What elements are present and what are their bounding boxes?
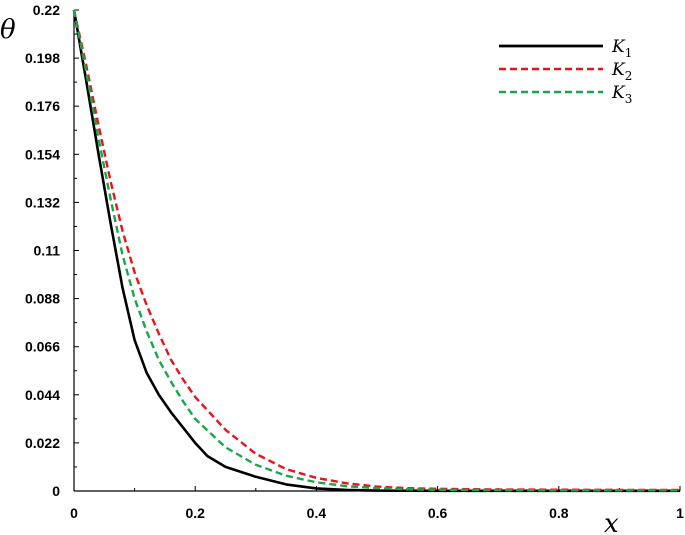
- legend-label-k2: K2: [611, 60, 632, 83]
- legend-label-k1: K1: [611, 37, 632, 60]
- y-tick-label: 0.11: [34, 243, 61, 259]
- legend-label-k3: K3: [611, 83, 632, 106]
- x-tick-label: 0.4: [307, 505, 327, 521]
- x-tick-label: 0.8: [549, 505, 569, 521]
- x-tick-label: 1: [676, 505, 684, 521]
- series-lines: [72, 9, 680, 493]
- x-tick-label: 0: [70, 505, 78, 521]
- y-tick-label: 0.132: [25, 194, 60, 210]
- y-tick-label: 0.176: [25, 98, 60, 114]
- y-tick-label: 0.044: [25, 387, 60, 403]
- y-tick-label: 0.198: [25, 50, 60, 66]
- y-axis-title: θ: [0, 15, 16, 45]
- x-tick-label: 0.6: [428, 505, 448, 521]
- y-tick-label: 0.154: [25, 146, 60, 162]
- y-tick-label: 0.066: [25, 339, 60, 355]
- series-line-k2: [72, 9, 680, 492]
- y-tick-label: 0: [52, 483, 60, 499]
- y-tick-label: 0.22: [33, 2, 60, 18]
- y-tick-label: 0.088: [25, 291, 60, 307]
- x-axis-title: x: [604, 509, 619, 535]
- x-tick-label: 0.2: [185, 505, 205, 521]
- series-line-k3: [72, 9, 680, 492]
- series-line-k1: [72, 9, 680, 493]
- y-tick-label: 0.022: [25, 435, 60, 451]
